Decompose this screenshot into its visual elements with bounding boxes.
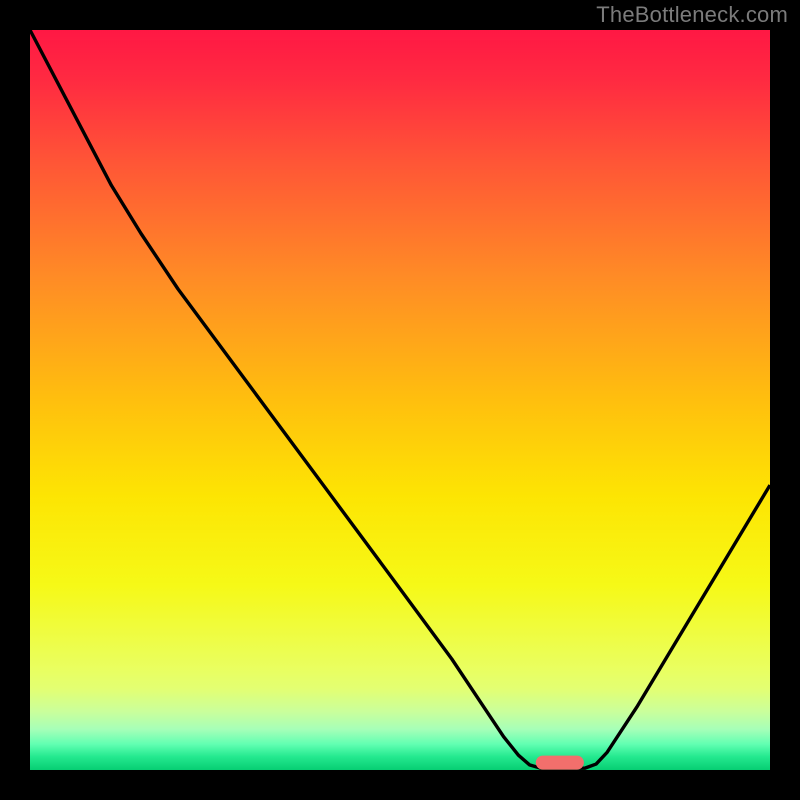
chart-frame: TheBottleneck.com xyxy=(0,0,800,800)
optimal-marker xyxy=(536,756,584,770)
attribution-text: TheBottleneck.com xyxy=(596,2,788,28)
curve-layer xyxy=(30,30,770,770)
plot-area xyxy=(30,30,770,770)
bottleneck-curve xyxy=(30,30,770,768)
